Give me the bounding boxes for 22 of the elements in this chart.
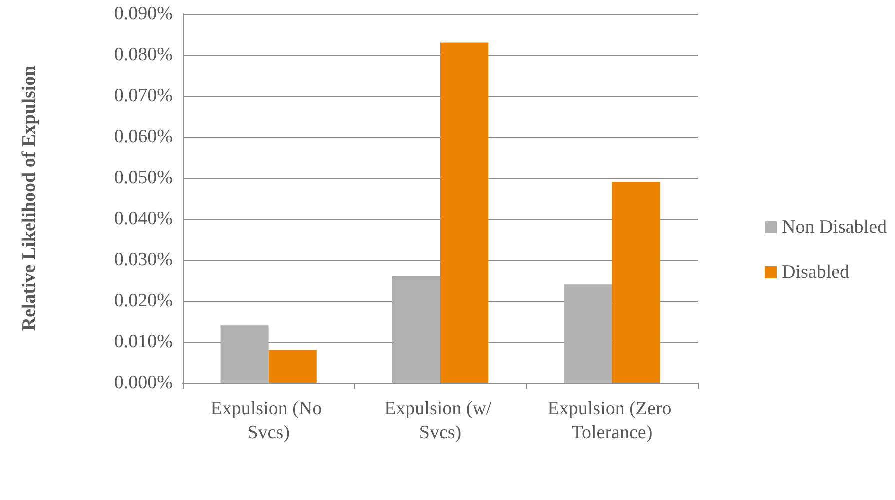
y-tick-label: 0.080%	[114, 44, 174, 66]
x-tick-label: Expulsion (Zero Tolerance)	[548, 398, 677, 444]
y-tick-label: 0.060%	[114, 126, 174, 148]
bar	[220, 326, 269, 383]
legend-label: Non Disabled	[782, 217, 888, 238]
bar	[612, 182, 660, 383]
legend-label: Disabled	[782, 262, 850, 283]
y-tick-label: 0.010%	[114, 332, 174, 352]
y-tick-label: 0.020%	[114, 290, 174, 312]
y-tick-label: 0.090%	[114, 4, 174, 24]
y-tick-label: 0.050%	[114, 168, 174, 188]
y-tick-label: 0.070%	[114, 86, 174, 106]
bar	[392, 276, 440, 383]
x-tick-label: Expulsion (w/ Svcs)	[384, 398, 496, 444]
y-tick-label: 0.030%	[114, 250, 174, 270]
y-tick-label: 0.040%	[114, 208, 174, 230]
bar	[564, 284, 612, 383]
y-axis-title: Relative Likelihood of Expulsion	[19, 65, 40, 332]
bar	[440, 42, 489, 383]
x-tick-label: Expulsion (No Svcs)	[210, 398, 327, 444]
y-tick-label: 0.000%	[114, 372, 174, 394]
bar	[268, 350, 317, 383]
